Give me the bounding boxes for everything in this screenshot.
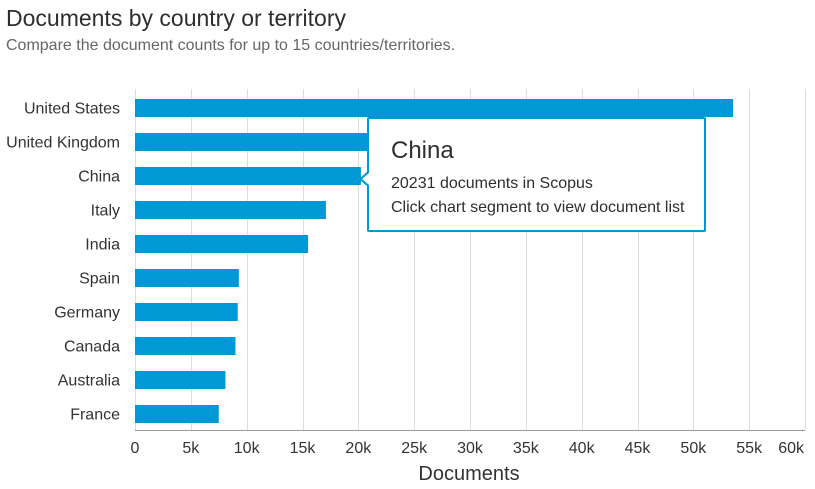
bar[interactable] [135,235,309,253]
bar[interactable] [135,99,734,117]
bar[interactable] [135,371,226,389]
category-label: United States [24,101,120,118]
bar[interactable] [135,405,219,423]
chart-title: Documents by country or territory [6,5,347,31]
x-tick-label: 20k [345,440,372,457]
x-tick-label: 25k [401,440,428,457]
bar[interactable] [135,201,326,219]
tooltip-document-count: 20231 documents in Scopus [391,175,593,192]
bar[interactable] [135,167,361,185]
x-tick-label: 5k [182,440,200,457]
chart-subtitle: Compare the document counts for up to 15… [6,37,456,54]
tooltip-title: China [391,137,454,164]
tooltip-hint: Click chart segment to view document lis… [391,199,685,216]
x-tick-label: 45k [625,440,652,457]
bar[interactable] [135,133,370,151]
x-tick-label: 15k [290,440,317,457]
x-tick-label: 40k [569,440,596,457]
bar[interactable] [135,303,238,321]
x-axis-title: Documents [418,463,519,485]
category-label: Spain [79,271,120,288]
chart-tooltip: China 20231 documents in Scopus Click ch… [359,117,706,232]
category-label: France [70,407,120,424]
x-tick-label: 10k [234,440,261,457]
category-label: Italy [91,203,120,220]
x-tick-label: 30k [457,440,484,457]
category-label: India [85,237,120,254]
bar[interactable] [135,269,239,287]
x-tick-label: 0 [131,440,140,457]
bar[interactable] [135,337,236,355]
category-label: Australia [58,373,120,390]
x-tick-label: 35k [513,440,540,457]
x-tick-label: 50k [680,440,707,457]
category-label: United Kingdom [6,135,120,152]
x-tick-label: 60k [778,440,805,457]
category-label: Canada [64,339,120,356]
x-tick-label: 55k [736,440,763,457]
category-label: China [78,169,120,186]
category-label: Germany [54,305,120,322]
